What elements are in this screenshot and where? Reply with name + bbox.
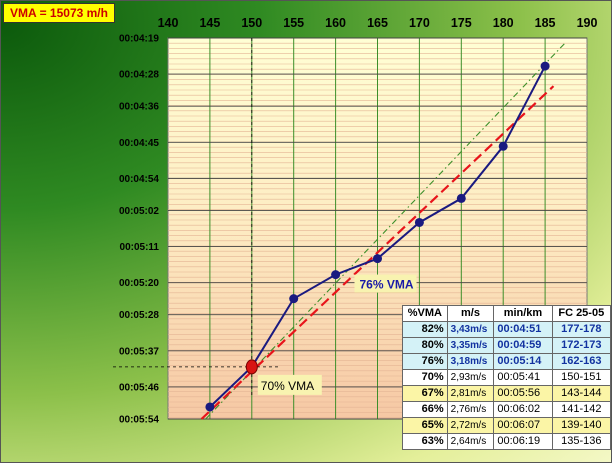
table-header-cell: min/km — [493, 305, 553, 322]
table-cell-mk: 00:06:07 — [493, 417, 553, 434]
data-point — [456, 193, 466, 203]
y-tick-label: 00:05:28 — [119, 310, 159, 321]
annotation-76-vma: 76% VMA — [360, 278, 414, 292]
y-tick-label: 00:04:36 — [119, 102, 159, 113]
series-points — [205, 61, 550, 412]
y-tick-label: 00:05:11 — [120, 242, 160, 253]
y-tick-label: 00:04:19 — [119, 34, 159, 45]
x-tick-label: 150 — [241, 16, 262, 30]
data-point — [414, 217, 424, 227]
y-tick-label: 00:05:46 — [119, 382, 159, 393]
table-row: 82% 3,43m/s 00:04:51 177-178 — [402, 321, 612, 338]
table-header: %VMA m/s min/km FC 25-05 — [402, 305, 612, 322]
highlight-point — [245, 359, 258, 375]
table-cell-fc: 177-178 — [551, 321, 612, 338]
x-tick-label: 140 — [158, 16, 179, 30]
table-row: 65% 2,72m/s 00:06:07 139-140 — [402, 417, 612, 434]
x-tick-label: 145 — [199, 16, 220, 30]
table-cell-fc: 162-163 — [551, 353, 612, 370]
y-tick-label: 00:05:02 — [119, 206, 159, 217]
table-cell-ms: 2,64m/s — [446, 433, 495, 450]
table-row: 80% 3,35m/s 00:04:59 172-173 — [402, 337, 612, 354]
table-cell-pct: 82% — [402, 321, 448, 338]
table-header-cell: FC 25-05 — [551, 305, 612, 322]
x-axis-ticks: 140 145 150 155 160 165 170 175 180 185 190 — [158, 16, 598, 30]
table-cell-fc: 135-136 — [551, 433, 612, 450]
table-cell-ms: 2,72m/s — [446, 417, 495, 434]
data-point — [205, 402, 215, 412]
table-body: 82% 3,43m/s 00:04:51 177-178 80% 3,35m/s 00:04… — [402, 321, 612, 450]
y-tick-label: 00:05:54 — [119, 415, 159, 426]
table-cell-fc: 139-140 — [551, 417, 612, 434]
table-cell-pct: 70% — [402, 369, 448, 386]
x-tick-label: 170 — [409, 16, 430, 30]
vma-table: %VMA m/s min/km FC 25-05 82% 3,43m/s 00:04:51… — [402, 305, 612, 450]
table-cell-fc: 150-151 — [551, 369, 612, 386]
table-cell-mk: 00:04:59 — [493, 337, 553, 354]
table-cell-fc: 143-144 — [551, 385, 612, 402]
table-cell-pct: 63% — [402, 433, 448, 450]
table-cell-pct: 80% — [402, 337, 448, 354]
x-tick-label: 160 — [325, 16, 346, 30]
table-cell-mk: 00:05:56 — [493, 385, 553, 402]
table-cell-pct: 67% — [402, 385, 448, 402]
data-point — [331, 270, 341, 280]
annotation-70-vma: 70% VMA — [261, 379, 314, 393]
data-point — [540, 61, 550, 71]
data-point — [498, 141, 508, 151]
annotations: 76% VMA 70% VMA — [257, 274, 417, 395]
table-cell-mk: 00:05:14 — [493, 353, 553, 370]
table-cell-mk: 00:06:02 — [493, 401, 553, 418]
table-row: 63% 2,64m/s 00:06:19 135-136 — [402, 433, 612, 450]
table-cell-ms: 2,81m/s — [446, 385, 495, 402]
table-header-cell: m/s — [446, 305, 495, 322]
x-tick-label: 155 — [283, 16, 304, 30]
y-tick-label: 00:05:37 — [119, 346, 159, 357]
table-row: 67% 2,81m/s 00:05:56 143-144 — [402, 385, 612, 402]
y-tick-label: 00:04:28 — [119, 70, 159, 81]
x-tick-label: 190 — [577, 16, 598, 30]
table-cell-ms: 3,18m/s — [446, 353, 495, 370]
annotation-76-box — [354, 274, 417, 293]
table-cell-ms: 3,43m/s — [446, 321, 495, 338]
annotation-70-box — [257, 374, 322, 395]
table-cell-ms: 3,35m/s — [446, 337, 495, 354]
diagonal-guide-line — [205, 41, 567, 420]
table-cell-pct: 66% — [402, 401, 448, 418]
y-axis-ticks: 00:04:19 00:04:28 00:04:36 00:04:45 00:04:54… — [119, 34, 159, 426]
table-cell-mk: 00:04:51 — [493, 321, 553, 338]
table-header-cell: %VMA — [402, 305, 448, 322]
data-point — [373, 254, 382, 264]
y-tick-label: 00:04:54 — [119, 174, 159, 185]
table-cell-ms: 2,76m/s — [446, 401, 495, 418]
table-cell-ms: 2,93m/s — [446, 369, 495, 386]
table-cell-pct: 65% — [402, 417, 448, 434]
table-cell-mk: 00:06:19 — [493, 433, 553, 450]
y-tick-label: 00:04:45 — [119, 138, 159, 149]
trend-line — [200, 85, 555, 420]
table-row: 70% 2,93m/s 00:05:41 150-151 — [402, 369, 612, 386]
table-cell-fc: 141-142 — [551, 401, 612, 418]
table-cell-fc: 172-173 — [551, 337, 612, 354]
x-tick-label: 175 — [451, 16, 472, 30]
table-cell-pct: 76% — [402, 353, 448, 370]
x-tick-label: 165 — [367, 16, 388, 30]
table-row: 66% 2,76m/s 00:06:02 141-142 — [402, 401, 612, 418]
y-tick-label: 00:05:20 — [119, 278, 159, 289]
x-tick-label: 185 — [535, 16, 556, 30]
x-tick-label: 180 — [493, 16, 514, 30]
vma-label: VMA = 15073 m/h — [3, 3, 115, 23]
data-point — [289, 294, 299, 304]
table-cell-mk: 00:05:41 — [493, 369, 553, 386]
table-row: 76% 3,18m/s 00:05:14 162-163 — [402, 353, 612, 370]
